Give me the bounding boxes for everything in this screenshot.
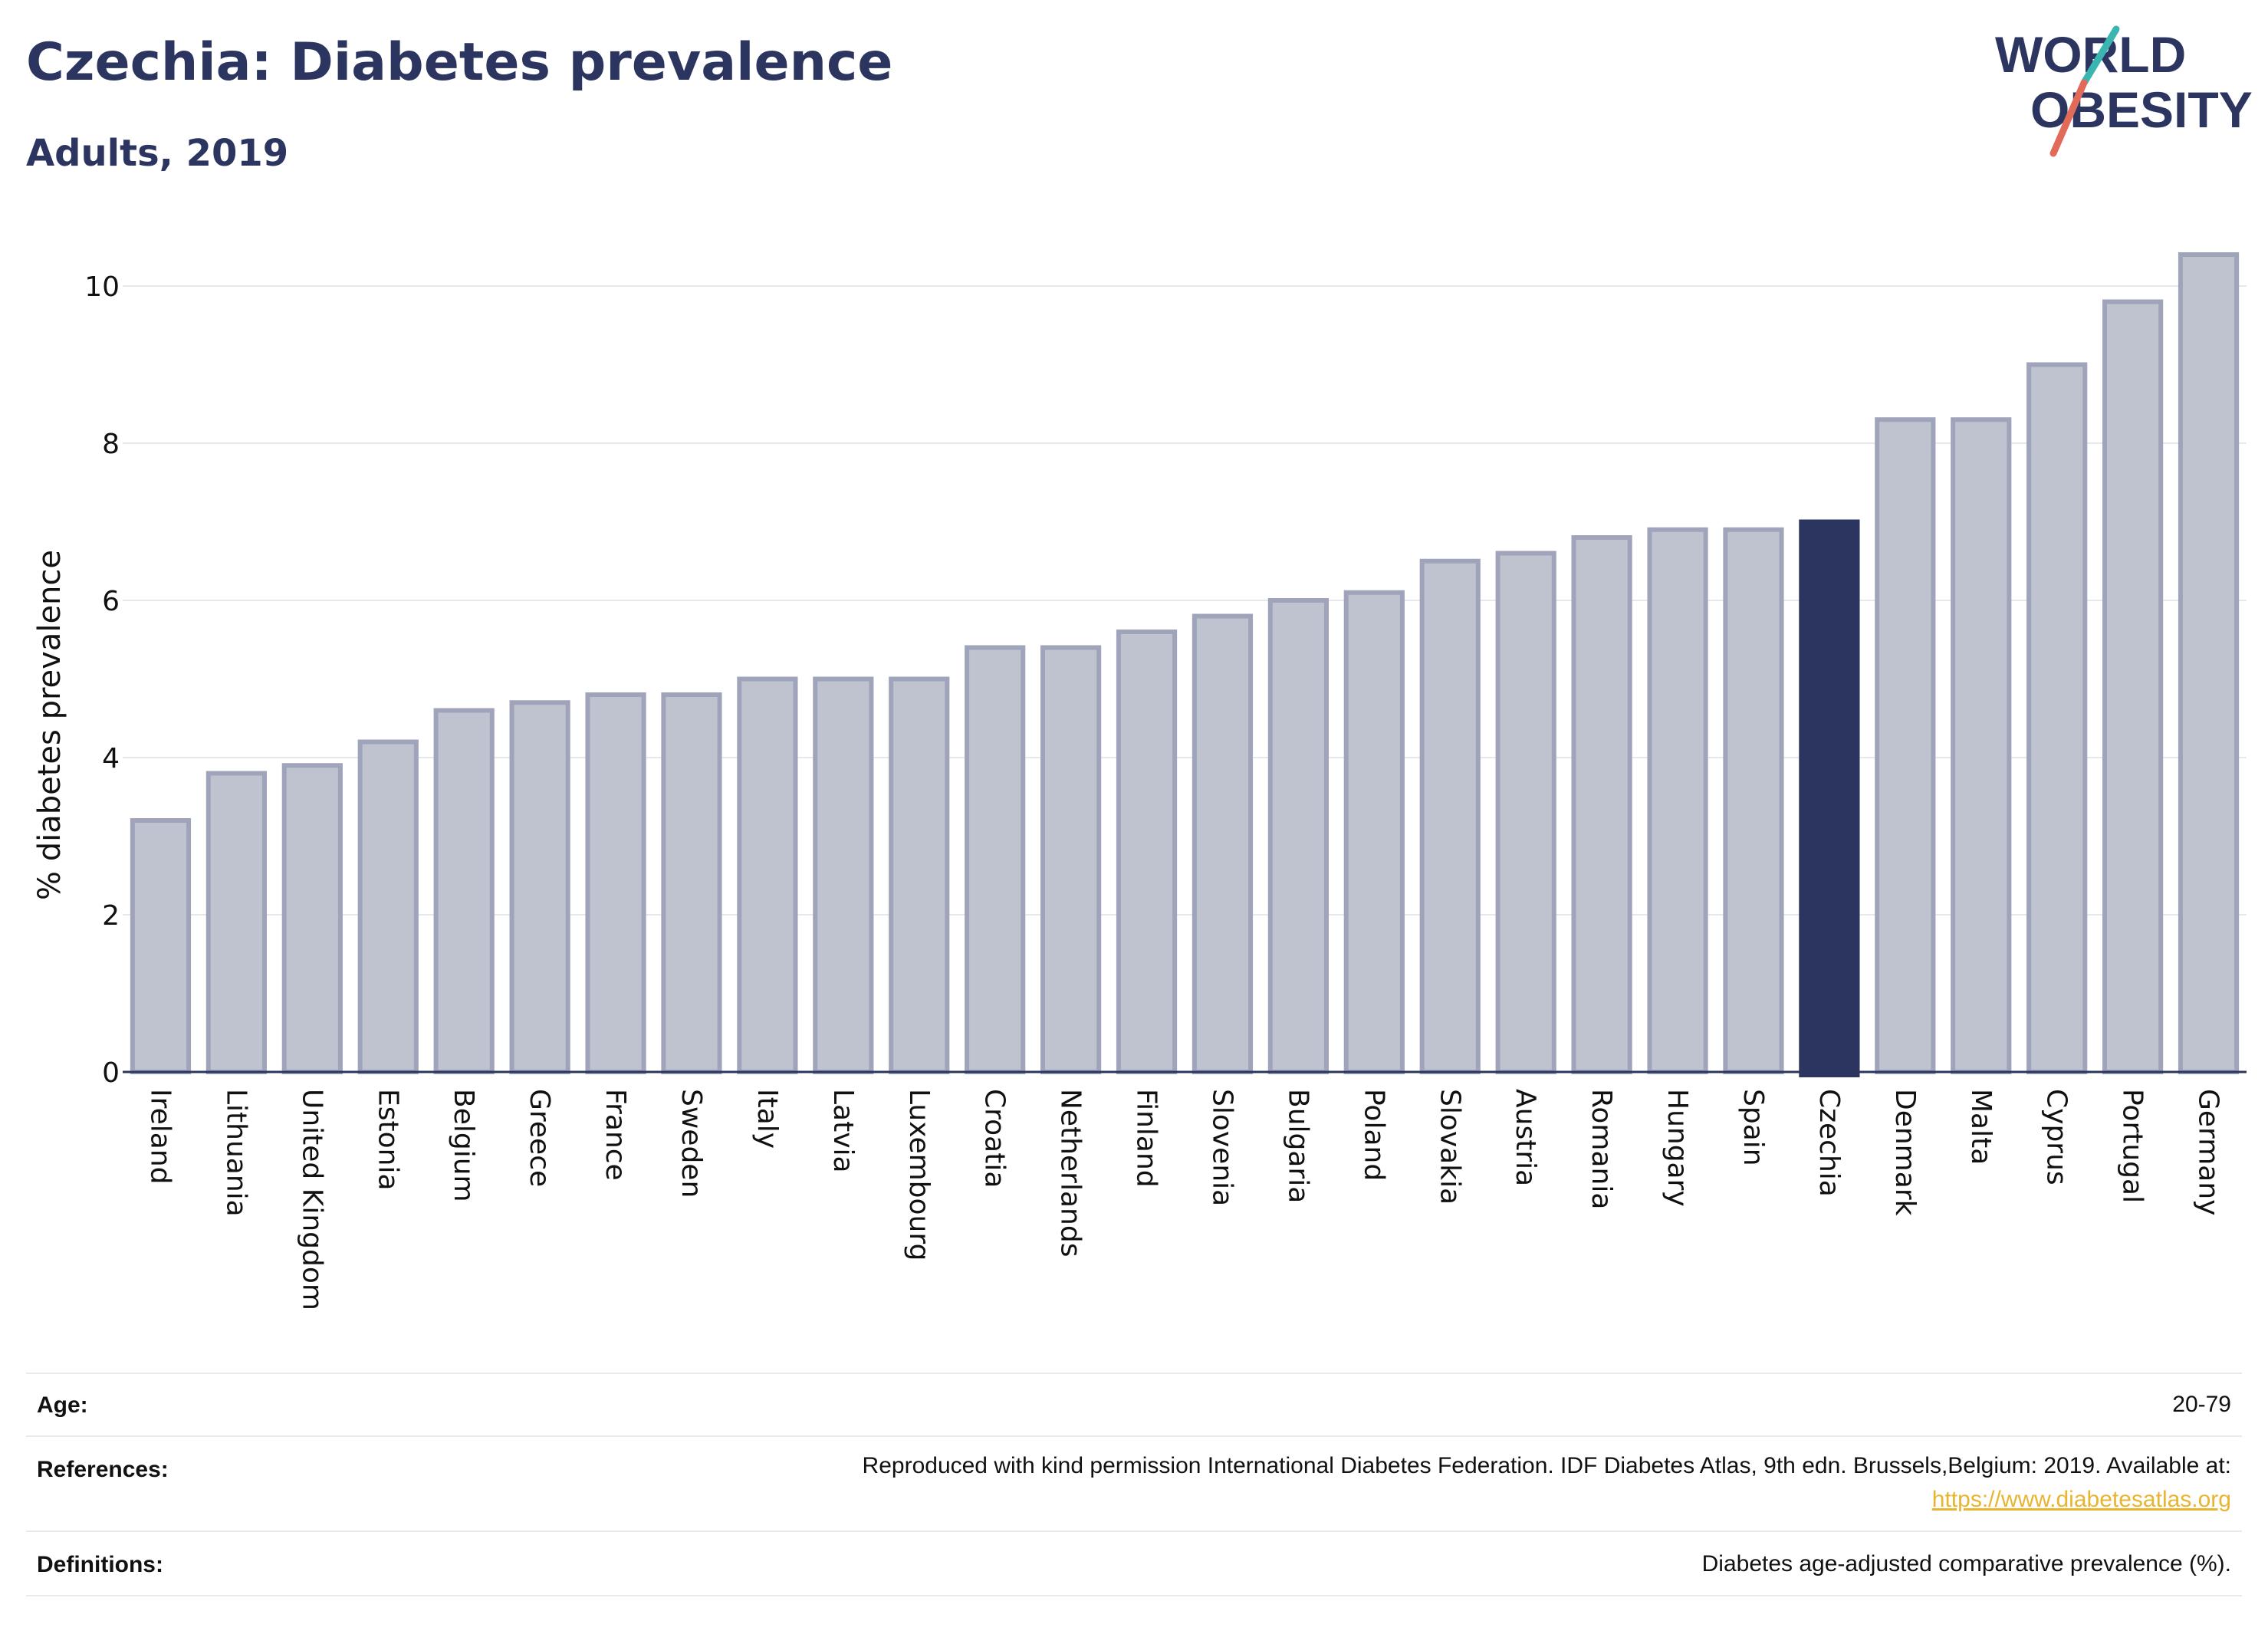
logo-slash-coral (2049, 79, 2088, 157)
bar-belgium (433, 708, 495, 1074)
info-table: Age: 20-79 References: Reproduced with k… (26, 1373, 2242, 1603)
bar-latvia (813, 676, 874, 1074)
bar-netherlands (1040, 645, 1102, 1074)
x-tick-label: Ireland (144, 1089, 176, 1185)
bar-cyprus (2026, 362, 2088, 1074)
x-tick-label: France (600, 1089, 631, 1181)
logo-slash-teal (2080, 25, 2120, 87)
x-tick-label: Greece (524, 1089, 555, 1187)
x-tick-label: Italy (751, 1089, 783, 1149)
y-tick-label: 10 (84, 271, 120, 303)
references-text: Reproduced with kind permission Internat… (862, 1453, 2231, 1478)
bar-luxembourg (889, 676, 950, 1074)
info-row-definitions: Definitions: Diabetes age-adjusted compa… (26, 1530, 2242, 1596)
x-tick-label: Germany (2193, 1089, 2224, 1215)
bar-croatia (965, 645, 1026, 1074)
x-tick-label: Luxembourg (903, 1089, 935, 1261)
x-tick-label: Portugal (2117, 1089, 2148, 1203)
bar-hungary (1647, 527, 1708, 1074)
bar-slovakia (1419, 558, 1481, 1074)
page-title: Czechia: Diabetes prevalence (26, 32, 893, 93)
y-tick-label: 0 (102, 1057, 120, 1089)
x-tick-label: Croatia (979, 1089, 1011, 1188)
x-tick-label: Lithuania (220, 1089, 251, 1217)
references-link[interactable]: https://www.diabetesatlas.org (1931, 1487, 2231, 1512)
definitions-value: Diabetes age-adjusted comparative preval… (1701, 1551, 2231, 1576)
age-value: 20-79 (2172, 1392, 2231, 1417)
x-tick-label: Latvia (827, 1089, 859, 1173)
bar-slovenia (1192, 613, 1254, 1074)
x-tick-label: Finland (1131, 1089, 1162, 1188)
references-label: References: (37, 1457, 169, 1482)
x-tick-label: Romania (1586, 1089, 1617, 1209)
y-tick-label: 4 (102, 743, 120, 774)
bar-spain (1723, 527, 1784, 1074)
x-tick-label: Malta (1965, 1089, 1997, 1165)
bar-estonia (357, 739, 419, 1074)
x-tick-label: Cyprus (2041, 1089, 2072, 1185)
x-tick-label: Slovakia (1434, 1089, 1465, 1205)
bar-lithuania (205, 771, 267, 1074)
bar-germany (2178, 252, 2240, 1074)
bar-denmark (1875, 417, 1936, 1074)
x-tick-label: Belgium (448, 1089, 479, 1202)
x-tick-label: Sweden (675, 1089, 707, 1198)
x-tick-label: Spain (1737, 1089, 1769, 1166)
x-tick-label: Bulgaria (1282, 1089, 1313, 1203)
bar-italy (737, 676, 798, 1074)
world-obesity-logo: WORLD OBESITY (1995, 25, 2253, 157)
bar-poland (1343, 590, 1405, 1074)
y-tick-label: 6 (102, 586, 120, 617)
y-axis-ticks: 0 2 4 6 8 10 (84, 271, 120, 1089)
x-tick-label: Estonia (372, 1089, 403, 1191)
bar-portugal (2102, 299, 2164, 1074)
x-tick-label: Austria (1510, 1089, 1541, 1186)
bar-france (585, 692, 646, 1074)
bar-greece (509, 700, 570, 1074)
x-tick-label: Slovenia (1206, 1089, 1238, 1206)
bar-malta (1951, 417, 2012, 1074)
bar-united-kingdom (281, 763, 343, 1074)
x-tick-label: United Kingdom (296, 1089, 327, 1310)
age-label: Age: (37, 1392, 88, 1418)
bar-romania (1571, 535, 1632, 1074)
bar-finland (1116, 630, 1178, 1074)
page-subtitle: Adults, 2019 (26, 132, 289, 175)
x-tick-label: Czechia (1813, 1089, 1845, 1197)
x-tick-label: Netherlands (1055, 1089, 1086, 1257)
x-axis-tick-labels: Ireland Lithuania United Kingdom Estonia Bel… (144, 1089, 2224, 1310)
info-row-references: References: Reproduced with kind permiss… (26, 1435, 2242, 1532)
bar-chart: 0 2 4 6 8 10 Ireland Lithuania United Kingdom Es… (32, 252, 2247, 1310)
bar-czechia (1799, 519, 1860, 1077)
bar-sweden (661, 692, 722, 1074)
bar-ireland (130, 818, 192, 1074)
bar-austria (1495, 551, 1556, 1074)
y-axis-label: % diabetes prevalence (32, 550, 67, 900)
y-tick-label: 2 (102, 900, 120, 932)
x-tick-label: Denmark (1889, 1089, 1921, 1216)
bars (130, 252, 2240, 1077)
definitions-label: Definitions: (37, 1552, 163, 1577)
references-value-block: Reproduced with kind permission Internat… (863, 1449, 2231, 1517)
info-row-age: Age: 20-79 (26, 1373, 2242, 1437)
x-tick-label: Hungary (1662, 1089, 1693, 1207)
x-tick-label: Poland (1358, 1089, 1389, 1181)
bar-bulgaria (1267, 598, 1329, 1074)
info-bottom-border (26, 1595, 2242, 1596)
y-tick-label: 8 (102, 429, 120, 460)
